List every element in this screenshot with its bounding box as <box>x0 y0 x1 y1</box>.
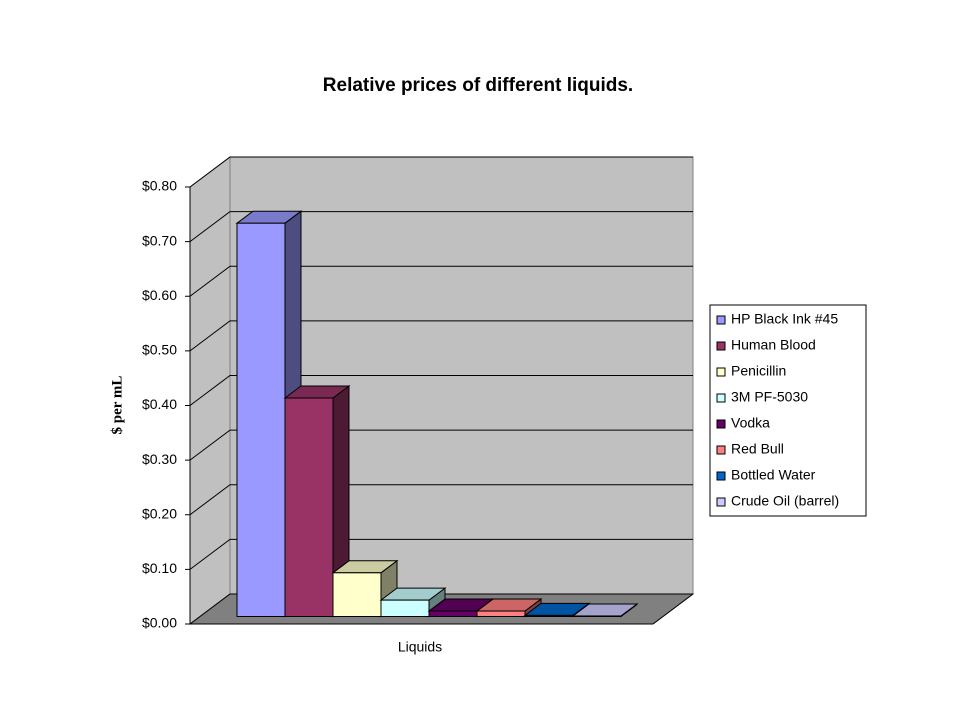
grid-line <box>189 429 693 461</box>
chart-title: Relative prices of different liquids. <box>323 75 633 96</box>
legend-swatch <box>716 367 726 377</box>
legend-label: Red Bull <box>731 441 784 457</box>
legend-label: 3M PF-5030 <box>731 389 808 405</box>
legend-label: Human Blood <box>731 337 816 353</box>
y-tick-label: $0.40 <box>142 396 177 412</box>
legend-swatch <box>716 393 726 403</box>
y-tick-label: $0.20 <box>142 505 177 521</box>
legend-label: Crude Oil (barrel) <box>731 493 839 509</box>
legend-label: Penicillin <box>731 363 786 379</box>
legend-swatch <box>716 315 726 325</box>
legend-swatch <box>716 497 726 507</box>
y-tick-label: $0.50 <box>142 342 177 358</box>
bar-front <box>476 610 526 617</box>
y-tick-label: $0.10 <box>142 560 177 576</box>
grid-line <box>189 538 693 570</box>
grid-line <box>189 484 693 516</box>
legend-swatch <box>716 419 726 429</box>
legend-swatch <box>716 445 726 455</box>
bar-front <box>380 599 430 617</box>
grid-line <box>189 320 693 352</box>
grid-line <box>189 211 693 243</box>
y-tick-label: $0.70 <box>142 232 177 248</box>
legend-swatch <box>716 471 726 481</box>
bar-front <box>332 572 382 617</box>
legend-box <box>709 304 867 517</box>
grid-line <box>189 593 693 625</box>
legend-label: Bottled Water <box>731 467 816 483</box>
bar-front <box>236 222 286 617</box>
bar <box>331 559 399 618</box>
bar-front <box>572 615 622 617</box>
bar-front <box>524 614 574 617</box>
grid-line <box>189 156 693 188</box>
bar <box>283 385 351 618</box>
y-tick-label: $0.00 <box>142 615 177 631</box>
legend-label: HP Black Ink #45 <box>731 311 838 327</box>
bar-front <box>428 610 478 617</box>
bar <box>571 602 639 618</box>
y-axis-label: $ per mL <box>109 376 125 435</box>
grid-line <box>189 265 693 297</box>
y-tick-label: $0.60 <box>142 287 177 303</box>
bar-front <box>284 397 334 617</box>
legend-label: Vodka <box>731 415 770 431</box>
x-tick-label: Liquids <box>398 639 442 655</box>
y-tick-label: $0.30 <box>142 451 177 467</box>
grid-line <box>189 375 693 406</box>
bar <box>475 598 543 618</box>
y-tick-label: $0.80 <box>142 178 177 194</box>
legend-swatch <box>716 341 726 351</box>
x-axis-depth <box>652 593 694 625</box>
